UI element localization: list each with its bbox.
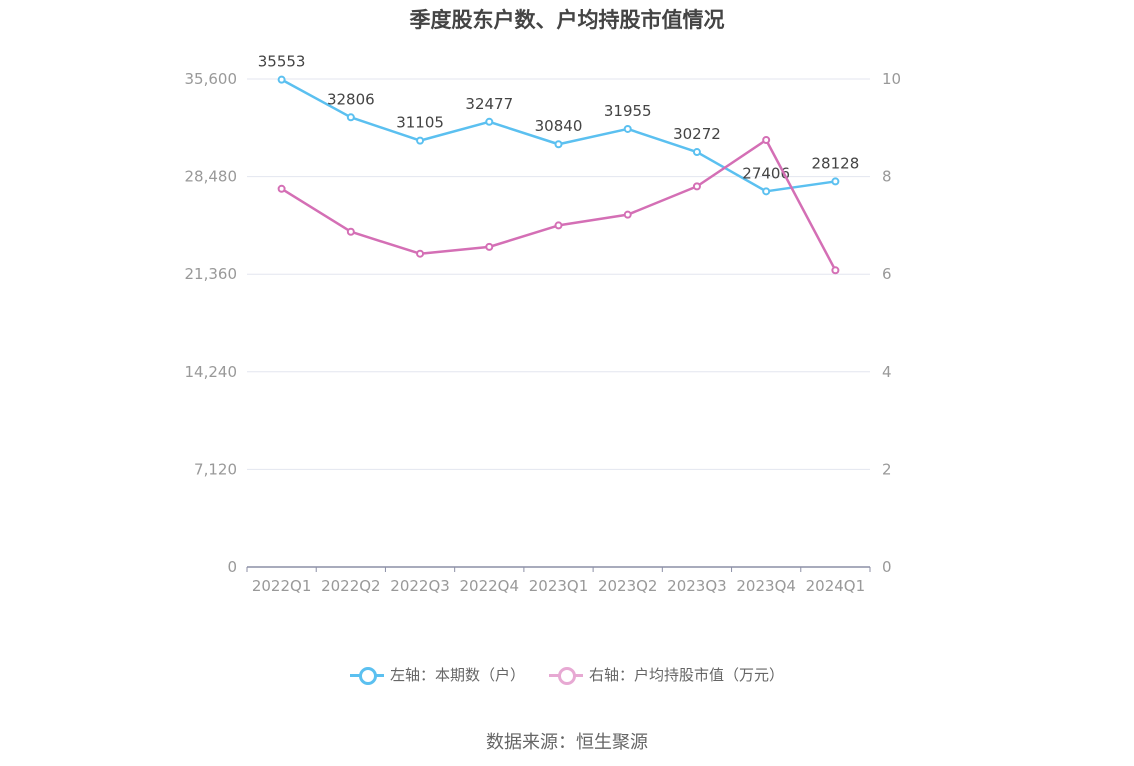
legend-right-label: 右轴：户均持股市值（万元） (589, 666, 785, 684)
legend-left-swatch-icon (349, 665, 384, 685)
data-point-left (485, 117, 494, 126)
data-label: 32806 (327, 90, 375, 108)
data-label: 31955 (604, 102, 652, 120)
right-axis-tick-label: 0 (882, 558, 892, 576)
left-axis-tick-label: 35,600 (185, 70, 238, 88)
data-label: 28128 (812, 154, 860, 172)
data-source: 数据来源：恒生聚源 (486, 732, 648, 753)
x-axis-tick-label: 2023Q1 (529, 577, 589, 595)
x-axis-tick-label: 2024Q1 (806, 577, 866, 595)
legend-item-right[interactable]: 右轴：户均持股市值（万元） (549, 664, 784, 685)
data-point-right (831, 266, 840, 275)
data-point-left (692, 148, 701, 157)
data-label: 32477 (465, 95, 513, 113)
data-label: 27406 (742, 164, 790, 182)
data-point-left (416, 136, 425, 145)
left-axis-tick-label: 14,240 (185, 363, 238, 381)
x-axis-tick-label: 2022Q2 (321, 577, 381, 595)
data-point-right (416, 249, 425, 258)
data-point-right (277, 184, 286, 193)
data-point-right (554, 221, 563, 230)
series-line-right (280, 138, 837, 271)
data-point-right (485, 242, 494, 251)
right-axis-tick-label: 4 (882, 363, 892, 381)
legend-right-swatch-icon (549, 665, 583, 685)
data-point-right (692, 182, 701, 191)
right-axis-tick-label: 8 (882, 168, 892, 186)
legend-left-label: 左轴：本期数（户） (389, 666, 525, 684)
data-label: 35553 (258, 53, 306, 71)
x-axis-tick-label: 2023Q2 (598, 577, 658, 595)
x-axis-tick-label: 2022Q3 (390, 577, 450, 595)
x-axis-tick-label: 2023Q4 (736, 577, 796, 595)
data-point-left (277, 75, 286, 84)
data-point-right (346, 227, 355, 236)
data-point-right (623, 210, 632, 219)
left-axis-tick-label: 7,120 (194, 460, 237, 478)
left-axis-tick-label: 28,480 (185, 168, 238, 186)
data-point-left (831, 177, 840, 186)
x-axis-tick-label: 2023Q3 (667, 577, 727, 595)
data-label: 30840 (535, 117, 583, 135)
data-point-left (762, 187, 771, 196)
left-axis-tick-label: 21,360 (185, 265, 238, 283)
data-point-left (623, 124, 632, 133)
right-axis-tick-label: 10 (882, 70, 901, 88)
data-label: 30272 (673, 125, 721, 143)
right-axis-tick-label: 6 (882, 265, 892, 283)
x-axis-tick-label: 2022Q4 (460, 577, 520, 595)
data-point-left (346, 113, 355, 122)
left-axis-tick-label: 0 (227, 558, 237, 576)
x-axis-tick-label: 2022Q1 (252, 577, 312, 595)
chart-title: 季度股东户数、户均持股市值情况 (409, 8, 725, 32)
legend-item-left[interactable]: 左轴：本期数（户） (349, 664, 525, 685)
data-label: 31105 (396, 114, 444, 132)
data-point-right (762, 136, 771, 144)
data-point-left (554, 140, 563, 149)
right-axis-tick-label: 2 (882, 460, 892, 478)
legend: 左轴：本期数（户） 右轴：户均持股市值（万元） (0, 664, 1134, 685)
